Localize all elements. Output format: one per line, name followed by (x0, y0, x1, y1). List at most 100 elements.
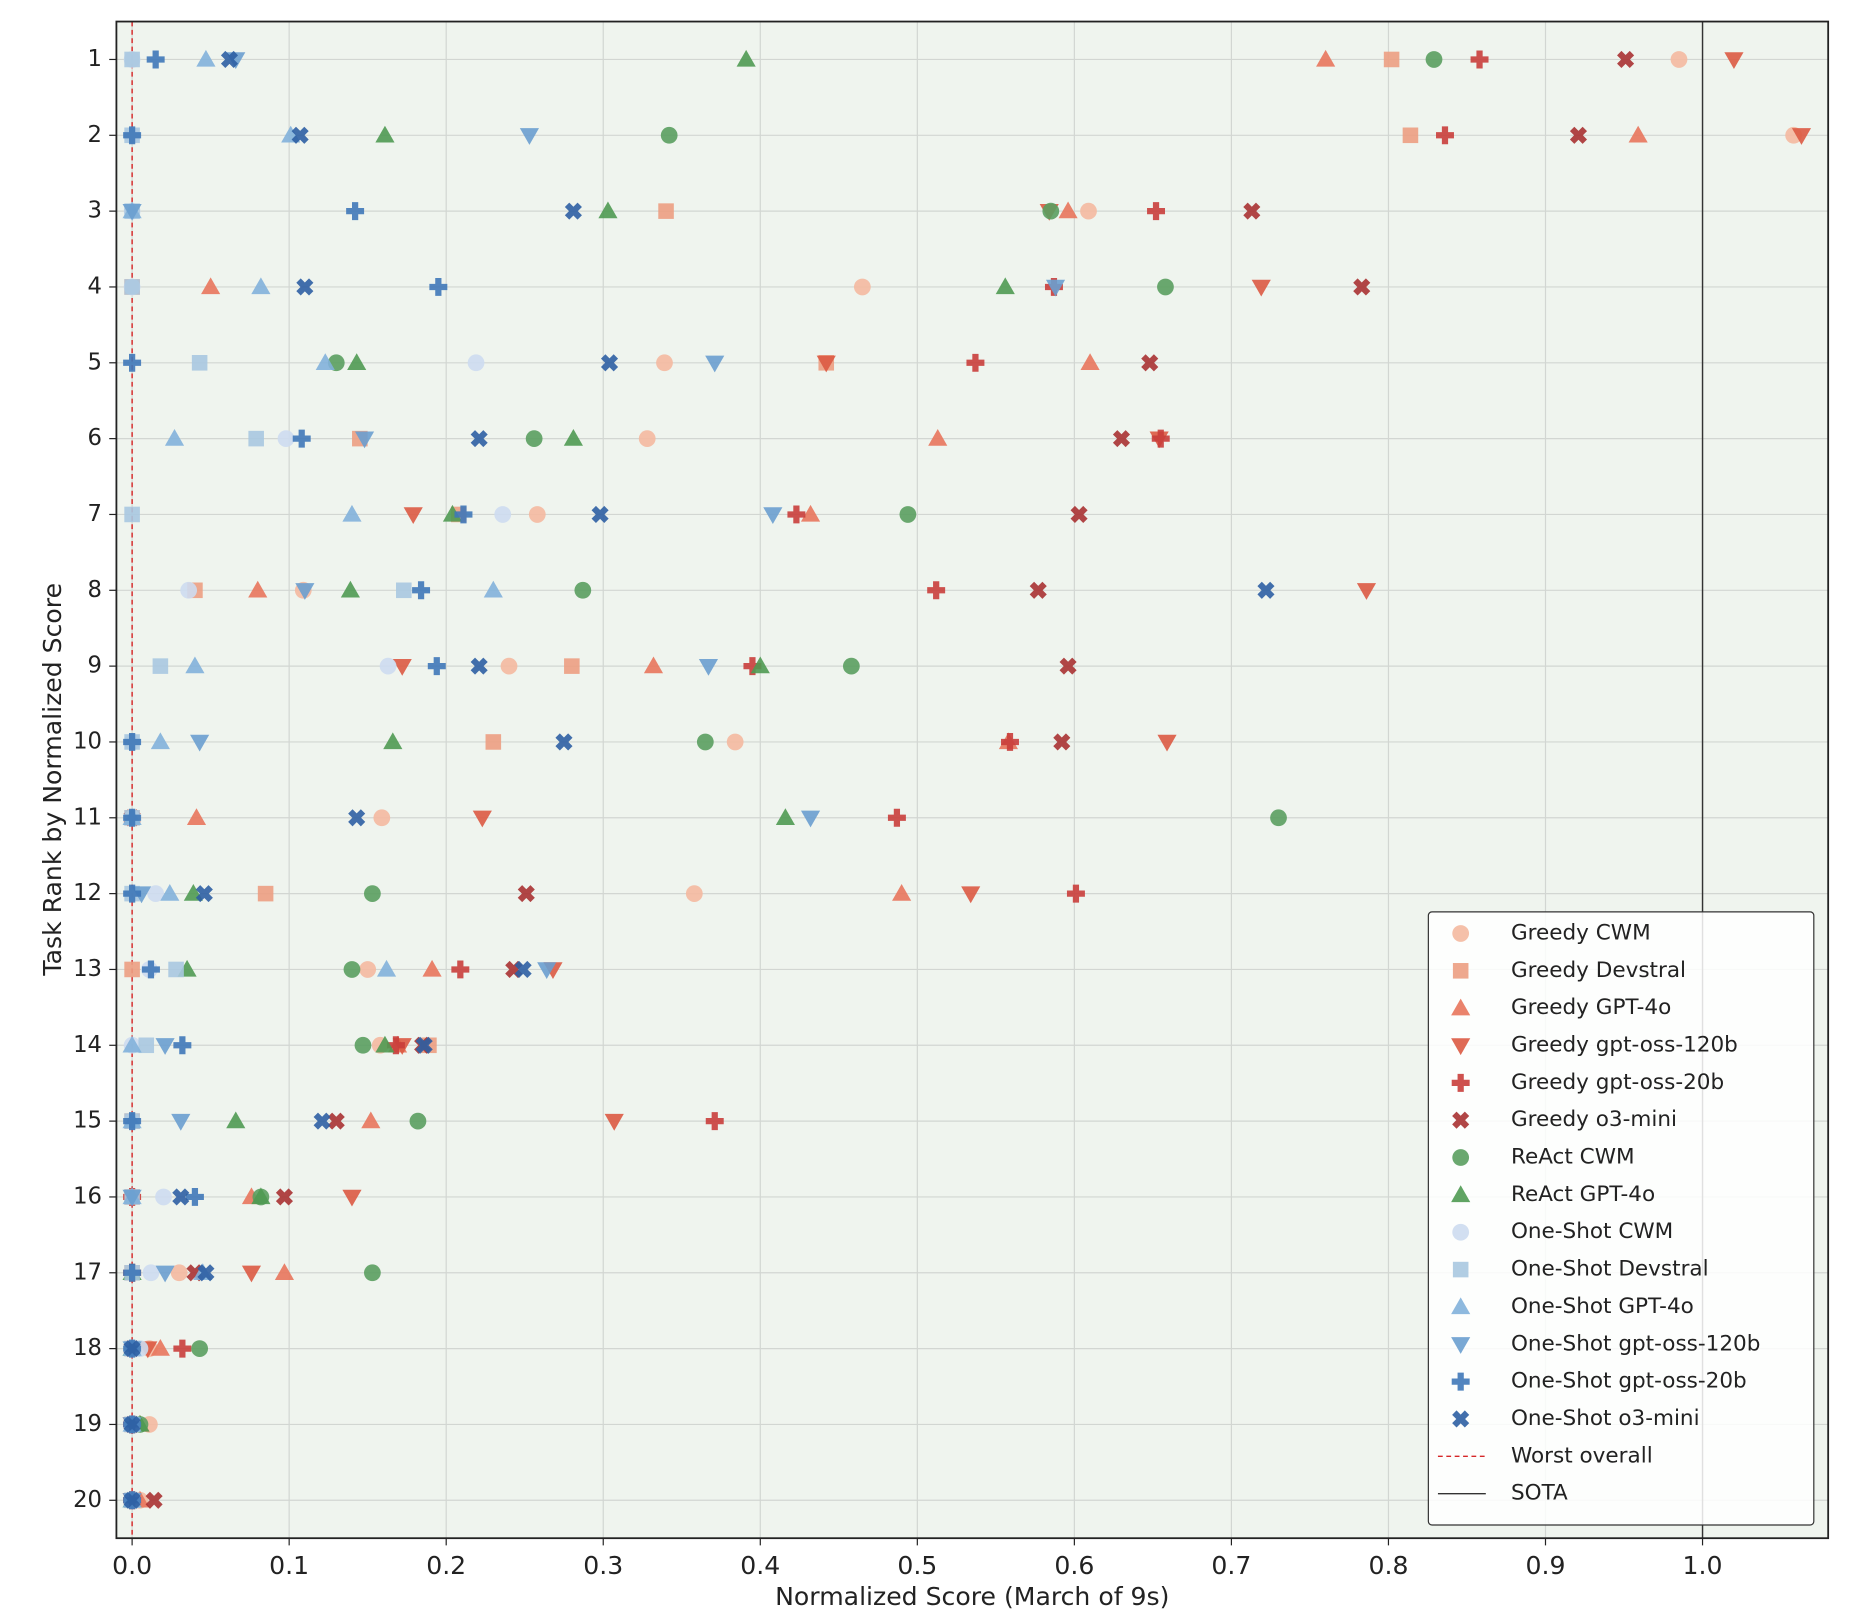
point (514, 960, 532, 978)
x-tick-label: 0.4 (740, 1551, 780, 1580)
x-tick-label: 0.6 (1054, 1551, 1094, 1580)
point (226, 1111, 246, 1129)
x-tick-label: 0.3 (583, 1551, 623, 1580)
point (274, 1263, 295, 1280)
point (123, 1491, 141, 1509)
legend-box (1427, 911, 1815, 1526)
point (347, 353, 367, 370)
y-tick-label: 14 (73, 1032, 102, 1058)
legend-marker (1452, 1223, 1470, 1241)
point (150, 1339, 170, 1356)
legend-label: One-Shot gpt-oss-120b (1511, 1331, 1760, 1356)
point (173, 1339, 192, 1358)
point (142, 1264, 160, 1282)
legend-marker (1451, 998, 1471, 1016)
point (928, 429, 948, 446)
point (1058, 201, 1078, 219)
point (698, 658, 719, 676)
y-tick-label: 15 (73, 1108, 102, 1134)
point (315, 353, 335, 370)
legend-label: One-Shot o3-mini (1511, 1406, 1700, 1431)
point (379, 657, 397, 675)
point (122, 203, 142, 221)
legend-label: Greedy GPT-4o (1511, 995, 1671, 1020)
point (638, 430, 656, 448)
point (155, 1265, 175, 1283)
point (1470, 50, 1489, 69)
x-tick-label: 0.1 (269, 1551, 309, 1580)
point (383, 732, 403, 750)
point (1066, 884, 1085, 903)
point (775, 808, 795, 825)
legend-label: Worst overall (1511, 1443, 1653, 1468)
point (170, 1264, 188, 1282)
x-tick-label: 0.9 (1526, 1551, 1566, 1580)
point (1270, 809, 1287, 827)
point (173, 1036, 192, 1055)
point (995, 277, 1015, 295)
point (1617, 50, 1635, 69)
y-tick-label: 8 (88, 577, 102, 603)
legend-label: Greedy CWM (1511, 920, 1651, 945)
point (123, 1263, 142, 1282)
point (1141, 354, 1159, 372)
point (1029, 581, 1047, 599)
legend-label: Greedy Devstral (1511, 958, 1686, 983)
point (123, 1340, 141, 1358)
y-tick-label: 1 (88, 46, 102, 72)
point (164, 429, 185, 446)
y-tick-label: 2 (88, 122, 102, 148)
y-axis-label: Task Rank by Normalized Score (38, 583, 67, 977)
point (141, 960, 160, 979)
point (257, 885, 274, 902)
point (1251, 279, 1271, 297)
point (354, 1036, 372, 1054)
point (470, 657, 488, 675)
legend-label: ReAct CWM (1511, 1145, 1635, 1170)
point (342, 1189, 362, 1207)
point (251, 277, 271, 295)
point (1356, 583, 1377, 600)
point (248, 430, 264, 447)
point (1001, 732, 1019, 751)
point (743, 657, 762, 676)
y-tick-label: 9 (88, 653, 102, 679)
point (346, 202, 365, 221)
point (123, 884, 142, 903)
point (123, 353, 142, 372)
point (842, 657, 860, 675)
point (1045, 279, 1066, 297)
point (563, 429, 583, 446)
point (1353, 278, 1371, 296)
point (574, 581, 592, 599)
point (124, 506, 140, 523)
point (185, 1187, 204, 1206)
point (1080, 202, 1097, 220)
legend-marker (1452, 963, 1469, 979)
point (422, 959, 442, 977)
y-tick-label: 18 (73, 1335, 102, 1361)
point (359, 961, 377, 978)
point (485, 734, 502, 750)
point (961, 886, 981, 904)
y-tick-label: 5 (88, 349, 102, 375)
y-tick-label: 12 (73, 880, 102, 906)
x-tick-label: 0.8 (1368, 1551, 1408, 1580)
legend-marker (1452, 1261, 1469, 1278)
point (122, 1035, 142, 1053)
point (375, 125, 395, 143)
point (1670, 51, 1688, 68)
plot-frame (115, 20, 1830, 1540)
point (160, 884, 180, 901)
point (658, 203, 674, 219)
point (500, 657, 518, 675)
point (660, 126, 678, 144)
point (429, 277, 448, 296)
point (340, 580, 360, 598)
point (1791, 128, 1812, 145)
point (600, 354, 619, 372)
point (241, 1265, 262, 1283)
y-tick-label: 16 (73, 1183, 102, 1209)
x-tick-label: 0.0 (112, 1551, 152, 1580)
point (364, 1264, 381, 1282)
